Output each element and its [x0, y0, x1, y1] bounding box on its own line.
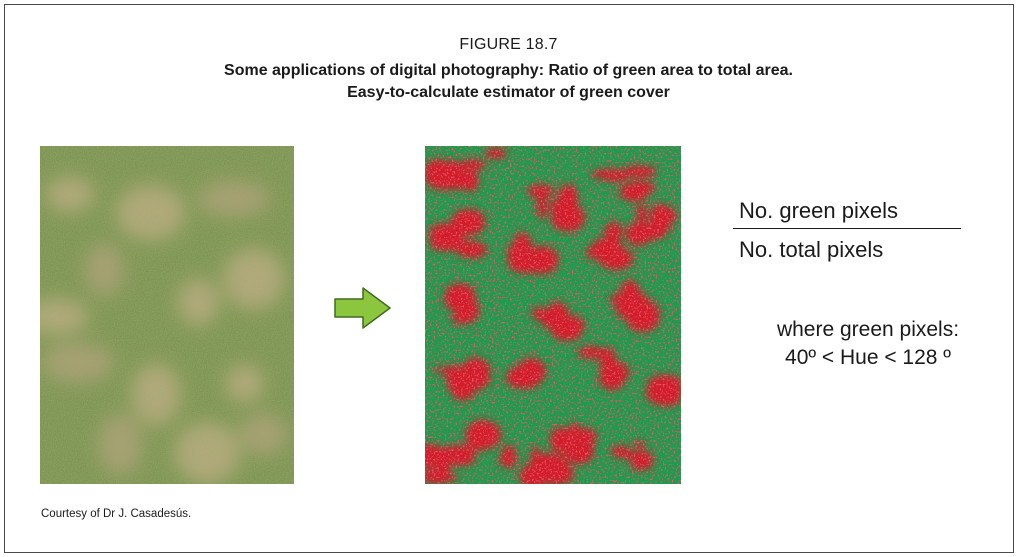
fraction-line: [733, 228, 961, 229]
classified-image: [425, 146, 681, 484]
figure-label: FIGURE 18.7: [459, 36, 558, 53]
image-credit: Courtesy of Dr J. Casadesús.: [41, 508, 192, 520]
figure-title: Some applications of digital photography…: [0, 60, 1017, 104]
pixel-ratio-formula: No. green pixels No. total pixels: [733, 194, 967, 267]
figure-frame: [4, 4, 1014, 553]
formula-denominator: No. total pixels: [739, 237, 884, 262]
hue-condition-line-1: where green pixels:: [776, 318, 960, 341]
figure-title-line-2: Easy-to-calculate estimator of green cov…: [347, 84, 670, 101]
formula-numerator: No. green pixels: [739, 198, 898, 223]
grass-photo: [40, 146, 294, 484]
figure-title-line-1: Some applications of digital photography…: [224, 62, 793, 79]
hue-condition-line-2: 40º < Hue < 128 º: [785, 346, 951, 369]
hue-condition: where green pixels: 40º < Hue < 128 º: [733, 316, 1003, 372]
right-arrow-icon: [333, 286, 393, 330]
